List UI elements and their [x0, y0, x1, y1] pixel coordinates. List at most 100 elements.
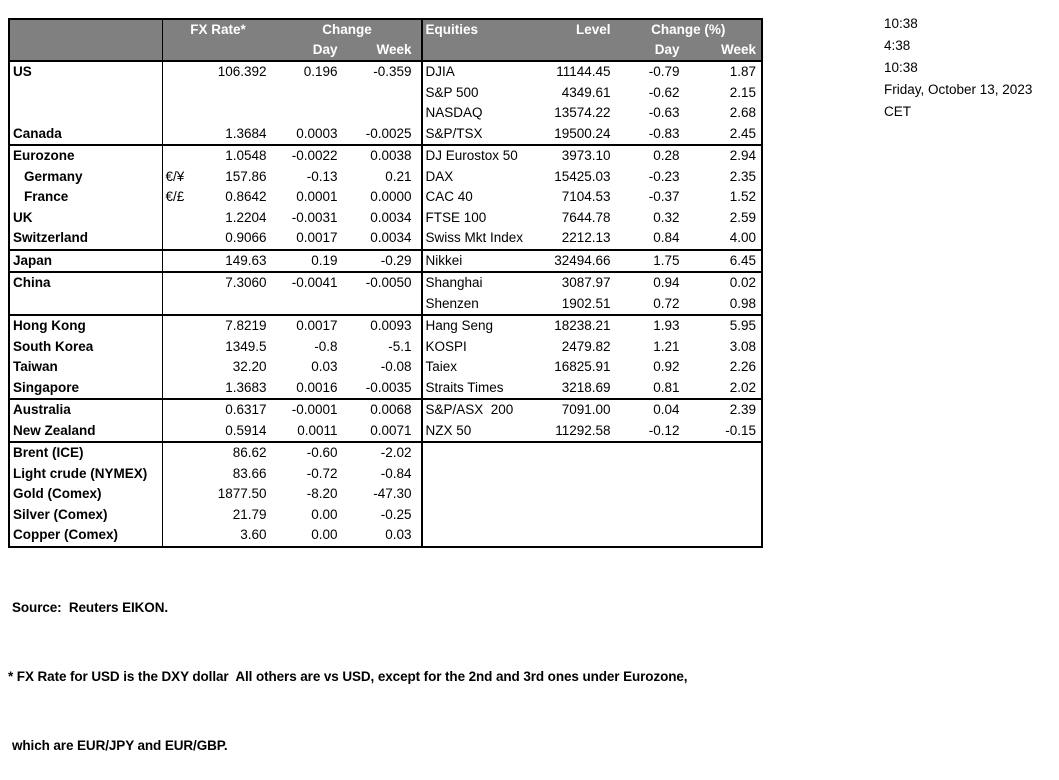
equity-week-change-cell: -0.15	[725, 422, 756, 438]
fx-rate-cell: 149.63	[225, 252, 267, 268]
country-cell	[10, 293, 163, 314]
equity-name-cell	[420, 504, 517, 525]
equity-level-cell: 18238.21	[554, 318, 611, 333]
country-cell	[10, 103, 163, 124]
currency-pair-cell	[163, 357, 197, 378]
equity-level-cell: 2212.13	[561, 230, 611, 245]
equity-name-cell: Nikkei	[420, 250, 517, 271]
fx-day-change-cell: 0.0003	[296, 125, 338, 141]
country-cell: Taiwan	[10, 357, 163, 378]
currency-pair-cell	[163, 251, 197, 272]
country-cell: Switzerland	[10, 228, 163, 249]
table-row: Shenzen 1902.51 0.72 0.98	[10, 293, 761, 315]
equity-name-cell	[420, 443, 517, 464]
fx-week-change-cell: 0.0034	[370, 230, 412, 245]
equity-week-change-cell: 2.35	[729, 168, 756, 184]
table-row: Silver (Comex) 21.79 0.00 -0.25	[10, 504, 762, 526]
equity-level-cell: 11292.58	[555, 422, 611, 438]
fx-week-change-cell	[348, 294, 421, 315]
equity-level-cell: 3087.97	[561, 275, 611, 290]
currency-pair-cell	[163, 505, 197, 526]
fx-day-change-cell: -0.0031	[291, 209, 338, 225]
time-secondary: 4:38	[884, 38, 911, 53]
fx-day-change-cell: 0.0017	[296, 230, 338, 245]
fx-day-change-cell: -0.60	[306, 445, 338, 460]
equity-week-change-cell: 2.15	[729, 84, 756, 100]
equities-column-header: Equities	[420, 20, 517, 40]
equity-week-change-cell	[686, 505, 762, 526]
table-row: UK 1.2204 -0.0031 0.0034 FTSE 100 7644.78 0.32…	[10, 207, 761, 228]
country-cell: France	[10, 187, 163, 208]
equity-week-change-cell	[686, 525, 762, 546]
equity-day-change-cell	[616, 505, 686, 526]
country-cell: Japan	[10, 250, 163, 271]
table-row: Canada 1.3684 0.0003 -0.0025 S&P/TSX 19500.24…	[10, 123, 761, 144]
fx-day-change-cell: 0.0001	[296, 189, 338, 204]
fx-rate-cell: 86.62	[232, 445, 267, 460]
equity-day-change-cell: 0.32	[653, 209, 680, 225]
equity-week-change-cell	[686, 484, 762, 505]
equity-level-cell: 15425.03	[554, 168, 611, 184]
equity-week-change-cell: 2.94	[729, 148, 756, 163]
equity-name-cell: S&P/TSX	[420, 123, 517, 144]
table-row: France €/£ 0.8642 0.0001 0.0000 CAC 40 7104.53…	[10, 187, 761, 208]
equity-week-change-cell: 2.68	[729, 105, 756, 120]
fx-rate-cell: 0.8642	[225, 189, 267, 204]
fx-week-change-cell: -2.02	[380, 445, 412, 460]
equity-level-cell	[517, 505, 616, 526]
fx-day-change-cell	[274, 294, 348, 315]
fx-rate-cell: 7.8219	[225, 318, 267, 333]
equity-name-cell: Swiss Mkt Index	[420, 228, 523, 249]
fx-rate-cell: 0.9066	[225, 230, 267, 245]
fx-week-change-cell: -0.0025	[365, 125, 412, 141]
equity-day-change-cell: -0.12	[648, 422, 680, 438]
fx-rate-cell: 1877.50	[217, 486, 267, 501]
currency-pair-cell: €/¥	[165, 168, 185, 184]
table-row: China 7.3060 -0.0041 -0.0050 Shanghai 3087.97…	[10, 271, 761, 294]
equity-day-change-cell	[616, 484, 686, 505]
fx-rate-cell: 7.3060	[225, 275, 267, 290]
equity-level-cell: 32494.66	[554, 252, 611, 268]
time-local: 10:38	[884, 16, 918, 31]
equity-week-change-cell: 2.45	[729, 125, 756, 141]
fx-rate-footnote-line-1: * FX Rate for USD is the DXY dollar All …	[8, 669, 688, 684]
table-row: Australia 0.6317 -0.0001 0.0068 S&P/ASX 200 7…	[10, 398, 761, 421]
country-cell: South Korea	[10, 336, 163, 357]
country-cell: Gold (Comex)	[10, 484, 163, 505]
fx-week-change-cell	[348, 83, 421, 104]
equity-week-change-cell: 2.59	[729, 209, 756, 225]
fx-week-change-cell: -0.0050	[365, 275, 412, 290]
source-note: Source: Reuters EIKON.	[12, 600, 168, 615]
fx-day-change-cell	[274, 83, 348, 104]
footnotes: Source: Reuters EIKON. * FX Rate for USD…	[8, 550, 688, 780]
equity-day-change-cell: 0.28	[653, 148, 680, 163]
fx-rate-cell: 157.86	[225, 168, 267, 184]
equity-level-cell: 7644.78	[561, 209, 611, 225]
equity-day-change-cell: 0.72	[653, 295, 680, 311]
equity-name-cell: DAX	[420, 166, 517, 187]
table-row: South Korea 1349.5 -0.8 -5.1 KOSPI 2479.82 1.2…	[10, 336, 761, 357]
country-column-subheader	[10, 40, 163, 60]
equity-week-column-header: Week	[720, 42, 756, 57]
equity-name-cell	[420, 525, 517, 546]
date-label: Friday, October 13, 2023	[884, 82, 1033, 97]
fx-day-change-cell: -0.0001	[291, 402, 338, 417]
fx-day-change-cell: -0.0022	[291, 148, 338, 163]
header-row-2: Day Week Day Week	[10, 40, 761, 60]
rate-column-subheader	[197, 40, 274, 60]
equity-day-change-cell: 0.92	[653, 359, 680, 374]
fx-week-change-cell: 0.03	[385, 527, 412, 542]
equity-day-change-cell: 0.81	[653, 379, 680, 395]
equity-name-cell: Straits Times	[420, 377, 517, 398]
equity-day-change-cell: -0.79	[648, 64, 680, 79]
fx-day-change-cell: 0.03	[311, 359, 338, 374]
fx-rate-cell: 0.6317	[225, 402, 267, 417]
level-subheader	[517, 40, 616, 60]
fx-rate-cell: 32.20	[232, 359, 267, 374]
time-tertiary: 10:38	[884, 60, 918, 75]
fx-rate-cell: 0.5914	[225, 422, 267, 438]
country-cell: UK	[10, 207, 163, 228]
currency-pair-cell	[163, 525, 197, 546]
country-cell: Hong Kong	[10, 316, 163, 337]
fx-week-change-cell	[348, 103, 421, 124]
